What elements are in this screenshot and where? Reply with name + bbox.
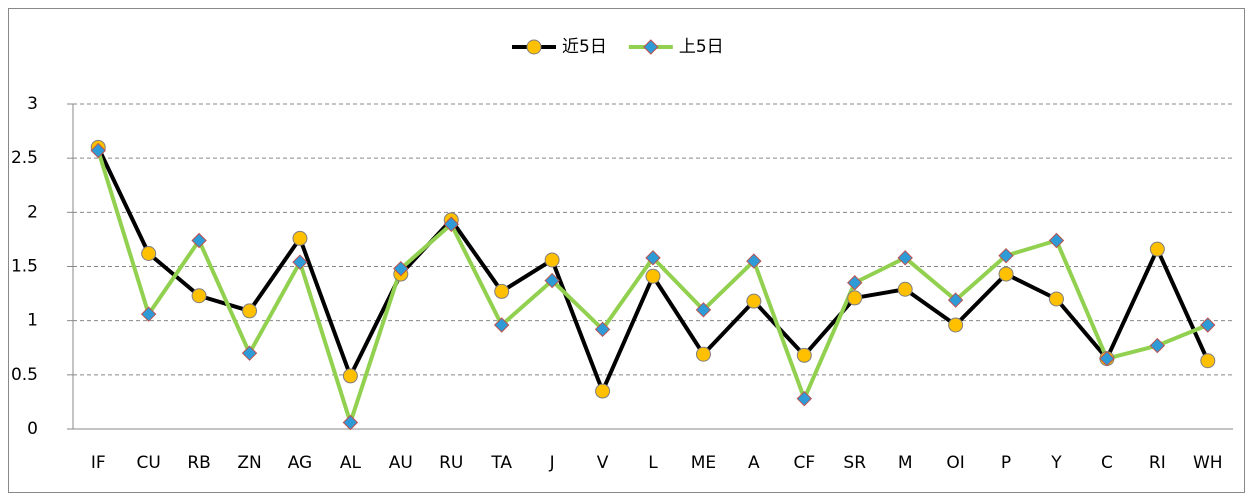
marker — [443, 216, 459, 232]
x-tick-label: AL — [340, 453, 362, 473]
y-tick-label: 3 — [27, 94, 38, 114]
x-tick-label: L — [648, 453, 658, 473]
marker — [292, 254, 308, 270]
marker — [1149, 241, 1165, 257]
x-tick-label: J — [549, 453, 555, 473]
x-tick-label: OI — [946, 453, 964, 473]
marker — [998, 266, 1014, 282]
marker — [594, 321, 611, 338]
marker — [191, 288, 207, 304]
marker — [847, 275, 863, 291]
x-tick-label: CU — [136, 453, 160, 473]
x-tick-label: RI — [1149, 453, 1166, 473]
marker — [141, 246, 157, 261]
marker — [342, 368, 358, 384]
x-tick-label: TA — [490, 453, 512, 473]
marker — [191, 232, 207, 249]
marker — [1099, 350, 1115, 367]
marker — [948, 317, 964, 333]
marker — [342, 414, 359, 431]
marker — [796, 347, 812, 363]
x-tick-label: V — [597, 453, 609, 473]
x-tick-label: ZN — [237, 453, 261, 473]
x-tick-label: ME — [691, 453, 716, 473]
x-tick-label: WH — [1193, 453, 1223, 473]
marker — [1149, 337, 1166, 354]
marker — [140, 306, 157, 322]
marker — [645, 250, 661, 266]
x-tick-label: M — [898, 453, 913, 473]
legend-marker — [643, 39, 659, 55]
legend-label: 上5日 — [679, 37, 724, 57]
x-tick-label: A — [748, 453, 760, 473]
marker — [1048, 291, 1064, 307]
x-tick-label: RB — [187, 453, 210, 473]
marker — [746, 293, 762, 309]
x-tick-label: SR — [843, 453, 866, 473]
marker — [796, 390, 813, 407]
marker — [947, 292, 964, 308]
marker — [746, 253, 762, 269]
marker — [493, 317, 510, 333]
marker — [897, 281, 913, 297]
y-tick-label: 0 — [27, 419, 38, 439]
x-tick-label: AG — [288, 453, 313, 473]
y-tick-label: 1 — [27, 311, 38, 331]
marker — [847, 290, 863, 306]
marker — [897, 250, 913, 266]
marker — [292, 230, 308, 246]
marker — [645, 268, 661, 284]
marker — [595, 383, 611, 399]
marker — [90, 142, 106, 159]
y-tick-label: 2.5 — [11, 148, 38, 168]
marker — [242, 303, 258, 319]
marker — [544, 272, 560, 289]
x-tick-label: Y — [1050, 453, 1062, 473]
x-tick-label: RU — [439, 453, 463, 473]
y-tick-label: 0.5 — [11, 365, 38, 385]
marker — [241, 345, 258, 361]
marker — [695, 346, 711, 362]
marker — [1200, 317, 1216, 333]
x-tick-label: IF — [91, 453, 106, 473]
marker — [544, 252, 560, 268]
marker — [494, 283, 510, 299]
y-tick-label: 1.5 — [11, 257, 38, 277]
y-tick-label: 2 — [27, 202, 38, 222]
marker — [998, 247, 1014, 264]
chart-border — [8, 8, 1245, 493]
marker — [695, 302, 712, 318]
x-tick-label: P — [1001, 453, 1011, 473]
marker — [393, 260, 409, 277]
x-tick-label: AU — [389, 453, 413, 473]
legend-label: 近5日 — [562, 37, 607, 57]
x-tick-label: CF — [793, 453, 815, 473]
marker — [1200, 353, 1216, 369]
x-tick-label: C — [1101, 453, 1113, 473]
legend-marker — [526, 39, 542, 55]
marker — [1048, 232, 1065, 249]
